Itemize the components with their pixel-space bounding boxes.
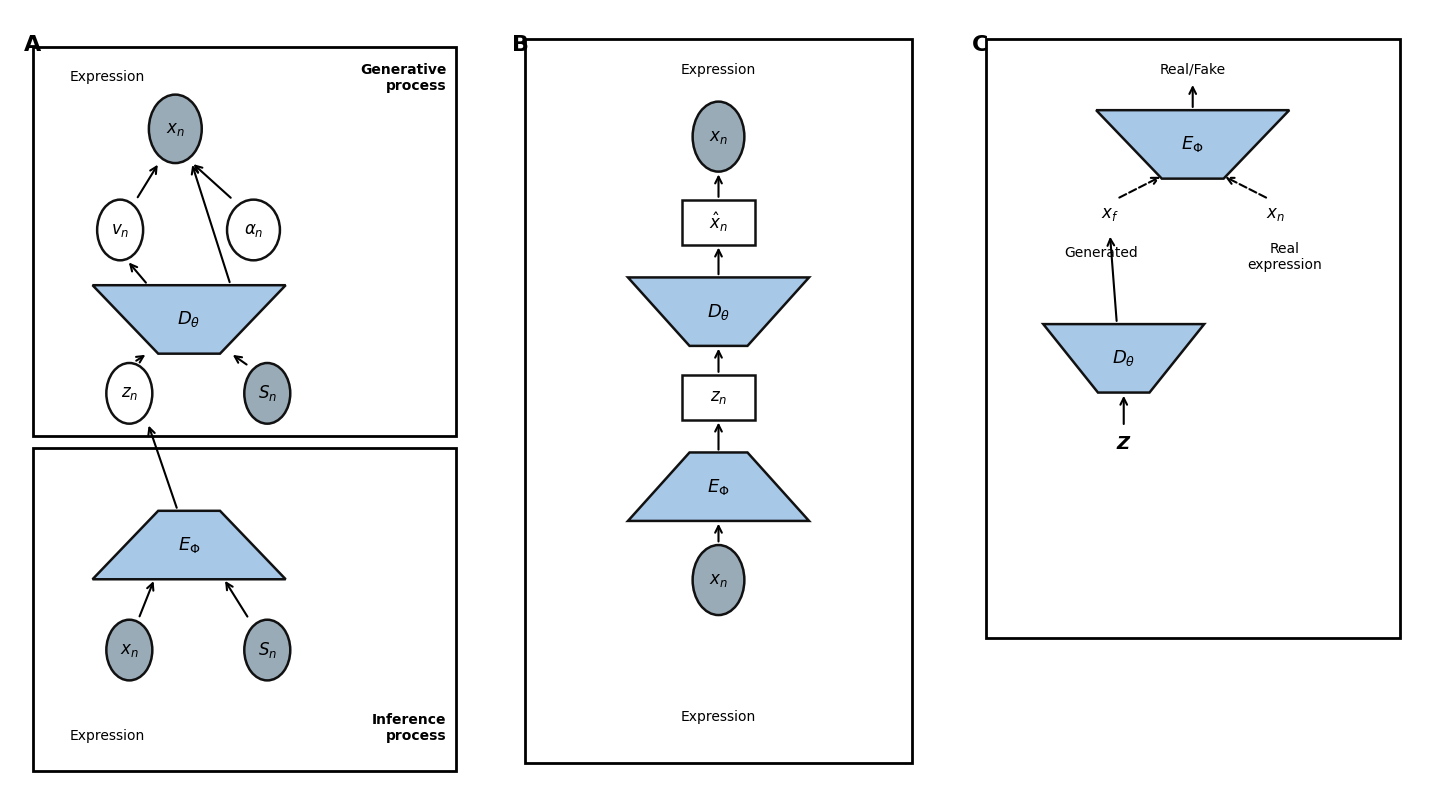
Text: Expression: Expression: [69, 729, 145, 743]
Text: Expression: Expression: [69, 71, 145, 84]
Text: $\boldsymbol{x_n}$: $\boldsymbol{x_n}$: [1266, 205, 1285, 224]
Polygon shape: [628, 452, 809, 521]
Text: $\boldsymbol{E_\Phi}$: $\boldsymbol{E_\Phi}$: [178, 535, 200, 555]
Text: Inference
process: Inference process: [372, 713, 447, 743]
Text: Real
expression: Real expression: [1247, 241, 1322, 272]
Ellipse shape: [693, 545, 744, 615]
Text: Generated: Generated: [1063, 245, 1138, 260]
Ellipse shape: [106, 620, 152, 680]
Text: $\boldsymbol{z_n}$: $\boldsymbol{z_n}$: [710, 388, 727, 407]
Text: $\boldsymbol{E_\Phi}$: $\boldsymbol{E_\Phi}$: [707, 476, 730, 496]
Bar: [683, 200, 756, 245]
Text: Real/Fake: Real/Fake: [1160, 63, 1226, 77]
Text: Expression: Expression: [681, 63, 756, 77]
Text: B: B: [512, 35, 529, 55]
Text: $\boldsymbol{\hat{x}_n}$: $\boldsymbol{\hat{x}_n}$: [708, 210, 729, 234]
Text: $\boldsymbol{E_\Phi}$: $\boldsymbol{E_\Phi}$: [1181, 135, 1204, 155]
Ellipse shape: [106, 363, 152, 423]
Text: $\boldsymbol{x_n}$: $\boldsymbol{x_n}$: [165, 119, 185, 138]
Ellipse shape: [693, 102, 744, 172]
Polygon shape: [1043, 324, 1204, 392]
Polygon shape: [628, 277, 809, 346]
Text: Generative
process: Generative process: [361, 63, 447, 93]
Ellipse shape: [98, 200, 144, 261]
Text: $\boldsymbol{S_n}$: $\boldsymbol{S_n}$: [257, 640, 277, 660]
Text: C: C: [971, 35, 989, 55]
Bar: [683, 375, 756, 419]
Ellipse shape: [227, 200, 280, 261]
Polygon shape: [92, 511, 286, 579]
Text: A: A: [23, 35, 40, 55]
Text: $\boldsymbol{D_\theta}$: $\boldsymbol{D_\theta}$: [177, 310, 201, 330]
Ellipse shape: [244, 620, 290, 680]
Text: $\boldsymbol{Z}$: $\boldsymbol{Z}$: [1117, 435, 1131, 453]
Ellipse shape: [244, 363, 290, 423]
Text: $\boldsymbol{\alpha_n}$: $\boldsymbol{\alpha_n}$: [244, 221, 263, 239]
Text: $\boldsymbol{x_f}$: $\boldsymbol{x_f}$: [1101, 205, 1119, 224]
Text: $\boldsymbol{v_n}$: $\boldsymbol{v_n}$: [111, 221, 129, 239]
Text: Expression: Expression: [681, 710, 756, 724]
Polygon shape: [92, 286, 286, 354]
Text: $\boldsymbol{D_\theta}$: $\boldsymbol{D_\theta}$: [707, 302, 730, 322]
Bar: [33, 47, 456, 436]
Text: $\boldsymbol{x_n}$: $\boldsymbol{x_n}$: [119, 641, 139, 659]
Text: $\boldsymbol{D_\theta}$: $\boldsymbol{D_\theta}$: [1112, 348, 1135, 368]
Polygon shape: [1096, 110, 1289, 179]
Bar: [33, 448, 456, 771]
Text: $\boldsymbol{x_n}$: $\boldsymbol{x_n}$: [708, 128, 729, 146]
Text: $\boldsymbol{x_n}$: $\boldsymbol{x_n}$: [708, 571, 729, 589]
Text: $\boldsymbol{z_n}$: $\boldsymbol{z_n}$: [121, 384, 138, 403]
Bar: [986, 39, 1400, 638]
Ellipse shape: [149, 95, 201, 163]
Text: $\boldsymbol{S_n}$: $\boldsymbol{S_n}$: [257, 383, 277, 403]
